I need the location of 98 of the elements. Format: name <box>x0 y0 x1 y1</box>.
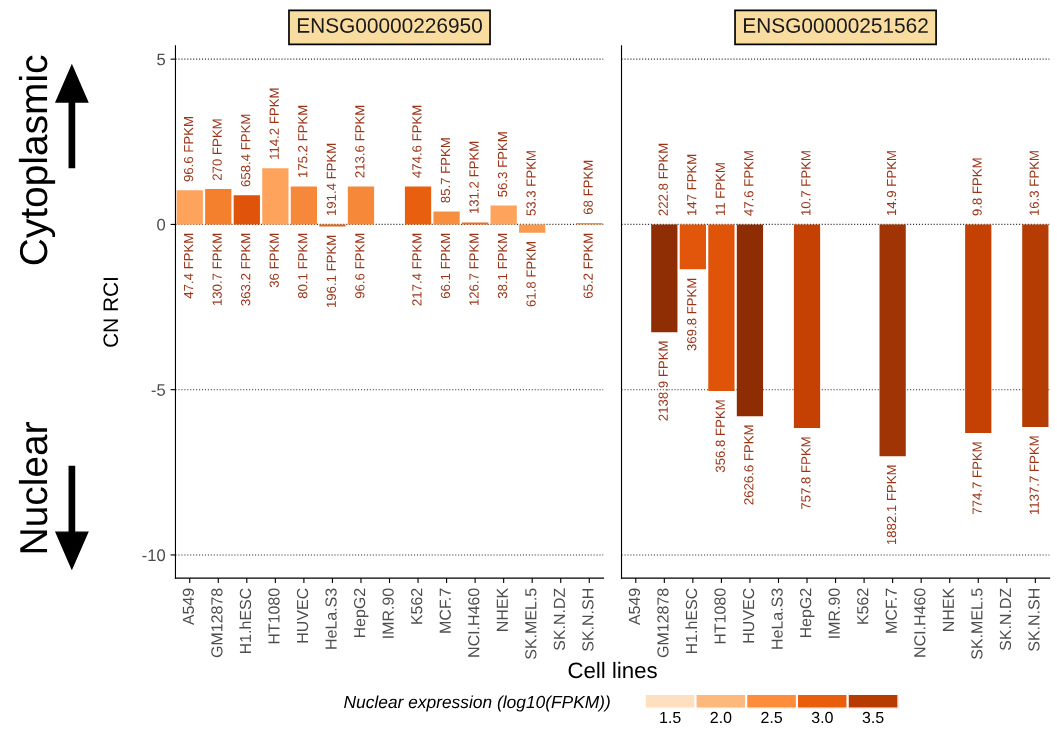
x-axis-title: Cell lines <box>568 661 657 679</box>
x-tick-label: HepG2 <box>800 588 815 638</box>
bar <box>262 168 289 225</box>
color-bar-label: 1.5 <box>660 711 681 724</box>
y-axis-title: CN RCI <box>103 278 119 347</box>
annotation: 757.8 FPKM <box>801 437 811 510</box>
annotation: 270 FPKM <box>212 119 222 181</box>
bar <box>490 205 517 225</box>
x-tick-label: SK.N.DZ <box>553 588 566 651</box>
annotation: 2138.9 FPKM <box>658 341 668 421</box>
x-tick-label: MCF.7 <box>439 588 451 633</box>
x-tick-label: HeLa.S3 <box>325 588 337 649</box>
annotation: 14.9 FPKM <box>886 151 897 216</box>
annotation: 191.4 FPKM <box>326 143 336 216</box>
color-bar-label: 2.0 <box>710 711 732 724</box>
annotation: 80.1 FPKM <box>298 233 308 299</box>
x-tick-label: GM12878 <box>657 588 669 658</box>
annotation: 217.4 FPKM <box>412 233 422 306</box>
x-tick-label: HeLa.S3 <box>771 588 783 649</box>
bar <box>290 186 318 225</box>
annotation: 2626.6 FPKM <box>744 425 754 505</box>
annotation: 61.8 FPKM <box>526 242 536 307</box>
annotation: 356.8 FPKM <box>715 400 725 473</box>
annotation: 213.6 FPKM <box>355 105 365 178</box>
x-tick-label: HUVEC <box>296 588 309 643</box>
annotation: 68 FPKM <box>583 160 593 215</box>
y-tick-label: -10 <box>142 549 166 562</box>
y-tick-label: 5 <box>157 53 166 66</box>
annotation: 114.2 FPKM <box>269 88 279 159</box>
annotation: 47.6 FPKM <box>744 151 754 216</box>
x-tick-label: K562 <box>857 588 869 624</box>
bar <box>176 190 203 225</box>
x-tick-label: H1.hESC <box>685 588 698 654</box>
annotation: 56.3 FPKM <box>497 132 508 197</box>
x-tick-label: IMR.90 <box>828 588 840 638</box>
x-tick-label: SK.N.SH <box>582 589 594 651</box>
x-tick-label: SK.MEL.5 <box>971 588 983 659</box>
annotation: 131.2 FPKM <box>469 141 479 214</box>
annotation: 130.7 FPKM <box>212 233 222 306</box>
x-tick-label: HT1080 <box>714 588 726 644</box>
color-bar-label: 2.5 <box>761 711 783 724</box>
annotation: 147 FPKM <box>687 154 697 216</box>
annotation: 363.2 FPKM <box>241 233 251 306</box>
annotation: 658.4 FPKM <box>241 114 251 187</box>
bar <box>347 186 375 225</box>
bar <box>404 186 432 225</box>
annotation: 66.1 FPKM <box>440 233 451 299</box>
annotation: 53.3 FPKM <box>526 151 536 216</box>
x-tick-label: HUVEC <box>742 588 755 643</box>
x-tick-label: SK.N.SH <box>1028 589 1040 651</box>
annotation: 36 FPKM <box>269 233 279 288</box>
x-tick-label: NHEK <box>496 588 508 631</box>
x-tick-label: NCI.H460 <box>914 588 926 657</box>
color-bar-label: 3.5 <box>862 711 884 724</box>
bar <box>433 211 460 225</box>
annotation: 85.7 FPKM <box>440 138 451 203</box>
annotation: 11 FPKM <box>715 163 725 216</box>
color-bar-label: 3.0 <box>811 711 833 724</box>
x-tick-label: GM12878 <box>211 588 223 658</box>
annotation: 96.6 FPKM <box>183 117 194 182</box>
x-tick-label: SK.N.DZ <box>999 588 1012 651</box>
annotation: 126.7 FPKM <box>469 233 479 306</box>
annotation: 1882.1 FPKM <box>886 465 897 545</box>
bar <box>519 224 546 233</box>
x-tick-label: HepG2 <box>353 588 369 638</box>
x-tick-label: A549 <box>182 588 195 626</box>
y-tick-label: 0 <box>157 218 166 231</box>
bar <box>205 189 232 225</box>
chart-title: ENSG00000226950 <box>297 18 482 33</box>
x-tick-label: SK.MEL.5 <box>525 588 537 659</box>
annotation: 9.8 FPKM <box>972 158 982 216</box>
annotation: 96.6 FPKM <box>355 233 365 299</box>
chart-title: ENSG00000251562 <box>744 18 928 33</box>
x-tick-label: A549 <box>628 588 641 626</box>
annotation: 196.1 FPKM <box>326 235 336 308</box>
annotation: 1137.7 FPKM <box>1029 436 1039 515</box>
annotation: 16.3 FPKM <box>1029 151 1039 216</box>
x-tick-label: IMR.90 <box>382 588 394 638</box>
annotation: 10.7 FPKM <box>801 151 811 216</box>
text: Cytoplasmic <box>18 55 56 265</box>
color-bar-title: Nuclear expression (log10(FPKM)) <box>344 695 610 712</box>
annotation: 474.6 FPKM <box>412 105 422 178</box>
annotation: 369.8 FPKM <box>687 278 697 351</box>
annotation: 774.7 FPKM <box>972 442 982 514</box>
y-tick-label: -5 <box>151 384 166 396</box>
annotation: 38.1 FPKM <box>497 233 508 299</box>
x-tick-label: HT1080 <box>268 588 280 644</box>
x-tick-label: K562 <box>411 588 423 624</box>
annotation: 175.2 FPKM <box>298 105 308 178</box>
x-tick-label: NHEK <box>942 588 954 631</box>
text: Nuclear <box>18 422 48 553</box>
annotation: 47.4 FPKM <box>184 233 194 299</box>
x-tick-label: NCI.H460 <box>468 588 480 657</box>
x-tick-label: H1.hESC <box>239 588 252 654</box>
annotation: 222.8 FPKM <box>658 143 668 216</box>
annotation: 65.2 FPKM <box>583 233 593 299</box>
bar <box>233 195 260 225</box>
x-tick-label: MCF.7 <box>885 588 897 633</box>
